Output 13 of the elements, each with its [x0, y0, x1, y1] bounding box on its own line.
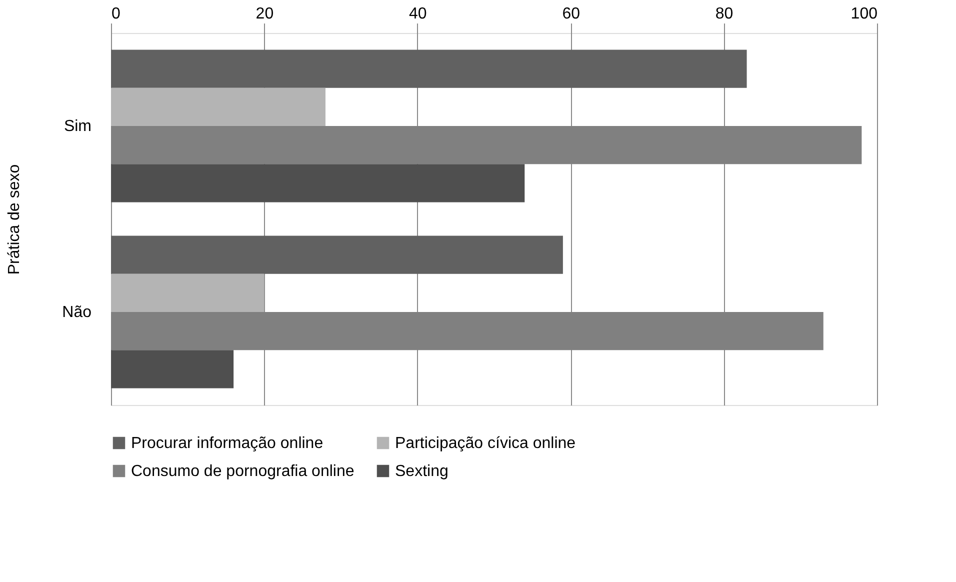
- legend-label: Participação cívica online: [395, 435, 576, 452]
- legend-label: Procurar informação online: [131, 435, 324, 452]
- x-tick-label: 0: [112, 6, 120, 22]
- x-tick-label: 100: [850, 6, 878, 22]
- y-axis-title: Prática de sexo: [6, 164, 24, 275]
- x-tick-label: 60: [562, 6, 580, 22]
- x-tick-label: 40: [409, 6, 427, 22]
- legend-label: Consumo de pornografia online: [131, 463, 354, 480]
- legend-label: Sexting: [395, 463, 448, 480]
- y-tick-label: Não: [62, 304, 92, 321]
- x-tick-label: 20: [256, 6, 274, 22]
- y-tick-label: Sim: [64, 118, 92, 135]
- x-tick-label: 80: [715, 6, 734, 22]
